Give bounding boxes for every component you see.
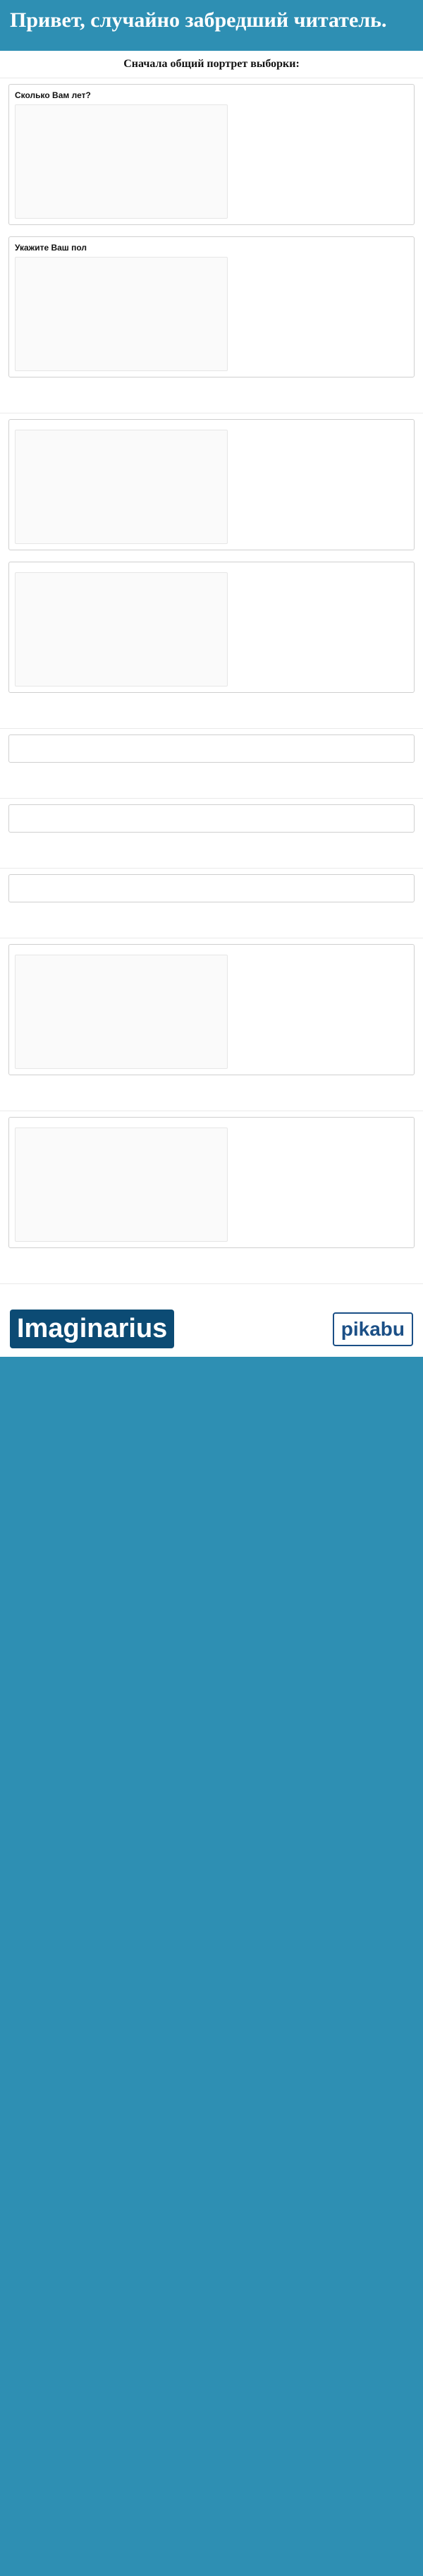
instrument-block <box>0 938 423 1081</box>
comment <box>0 1081 423 1096</box>
gender-chart <box>15 257 228 371</box>
instrument-chart <box>15 955 228 1069</box>
section-final <box>0 1269 423 1295</box>
genres-block <box>0 729 423 768</box>
section-heading <box>0 1096 423 1111</box>
music-importance-block <box>0 413 423 556</box>
imaginarius-logo: Imaginarius <box>10 1310 175 1348</box>
comment <box>0 699 423 714</box>
music-importance-chart <box>15 430 228 544</box>
gender-panel: Укажите Ваш пол <box>8 236 415 377</box>
section-instrument <box>0 924 423 1096</box>
comment <box>0 768 423 784</box>
gender-row <box>15 257 408 371</box>
age-panel: Сколько Вам лет? <box>8 84 415 225</box>
decades-bars <box>15 885 408 896</box>
comment <box>0 1254 423 1269</box>
age-block: Сколько Вам лет? <box>0 78 423 231</box>
influence-panel <box>8 1117 415 1248</box>
influence-row <box>15 1127 408 1242</box>
countries-panel <box>8 804 415 833</box>
comment <box>0 383 423 399</box>
footer-spacer <box>10 1302 413 1310</box>
footer-brands: Imaginarius pikabu <box>10 1310 413 1348</box>
section-genres <box>0 714 423 784</box>
footer: Imaginarius pikabu <box>0 1295 423 1357</box>
final-text-block <box>0 1284 423 1295</box>
section-countries <box>0 784 423 854</box>
decades-block <box>0 869 423 908</box>
countries-bars <box>15 815 408 826</box>
instrument-row <box>15 955 408 1069</box>
hero: Привет, случайно забредший читатель. <box>0 0 423 51</box>
gender-block: Укажите Ваш пол <box>0 231 423 383</box>
age-panel-title: Сколько Вам лет? <box>15 90 91 100</box>
influence-block <box>0 1111 423 1254</box>
section-decades <box>0 854 423 924</box>
countries-block <box>0 799 423 838</box>
genres-panel <box>8 734 415 763</box>
hours-chart <box>15 572 228 687</box>
section-heading <box>0 854 423 869</box>
section-heading <box>0 924 423 938</box>
hours-row <box>15 572 408 687</box>
genres-bars <box>15 745 408 756</box>
page-title: Привет, случайно забредший читатель. <box>10 8 387 32</box>
age-row <box>15 104 408 219</box>
age-chart <box>15 104 228 219</box>
section-heading <box>0 399 423 413</box>
hours-block <box>0 556 423 699</box>
comment <box>0 908 423 924</box>
pikabu-logo: pikabu <box>332 1312 413 1346</box>
influence-chart <box>15 1127 228 1242</box>
section-heading <box>0 1269 423 1284</box>
section-heading <box>0 714 423 729</box>
decades-panel <box>8 874 415 902</box>
section-influence <box>0 1096 423 1269</box>
gender-panel-title: Укажите Ваш пол <box>15 243 87 253</box>
music-importance-row <box>15 430 408 544</box>
hours-panel <box>8 562 415 693</box>
section-music-importance <box>0 399 423 714</box>
section-heading <box>0 784 423 799</box>
music-importance-panel <box>8 419 415 550</box>
section-sample-portrait: Сначала общий портрет выборки: Сколько В… <box>0 51 423 399</box>
instrument-panel <box>8 944 415 1075</box>
section-heading: Сначала общий портрет выборки: <box>0 51 423 78</box>
comment <box>0 838 423 854</box>
